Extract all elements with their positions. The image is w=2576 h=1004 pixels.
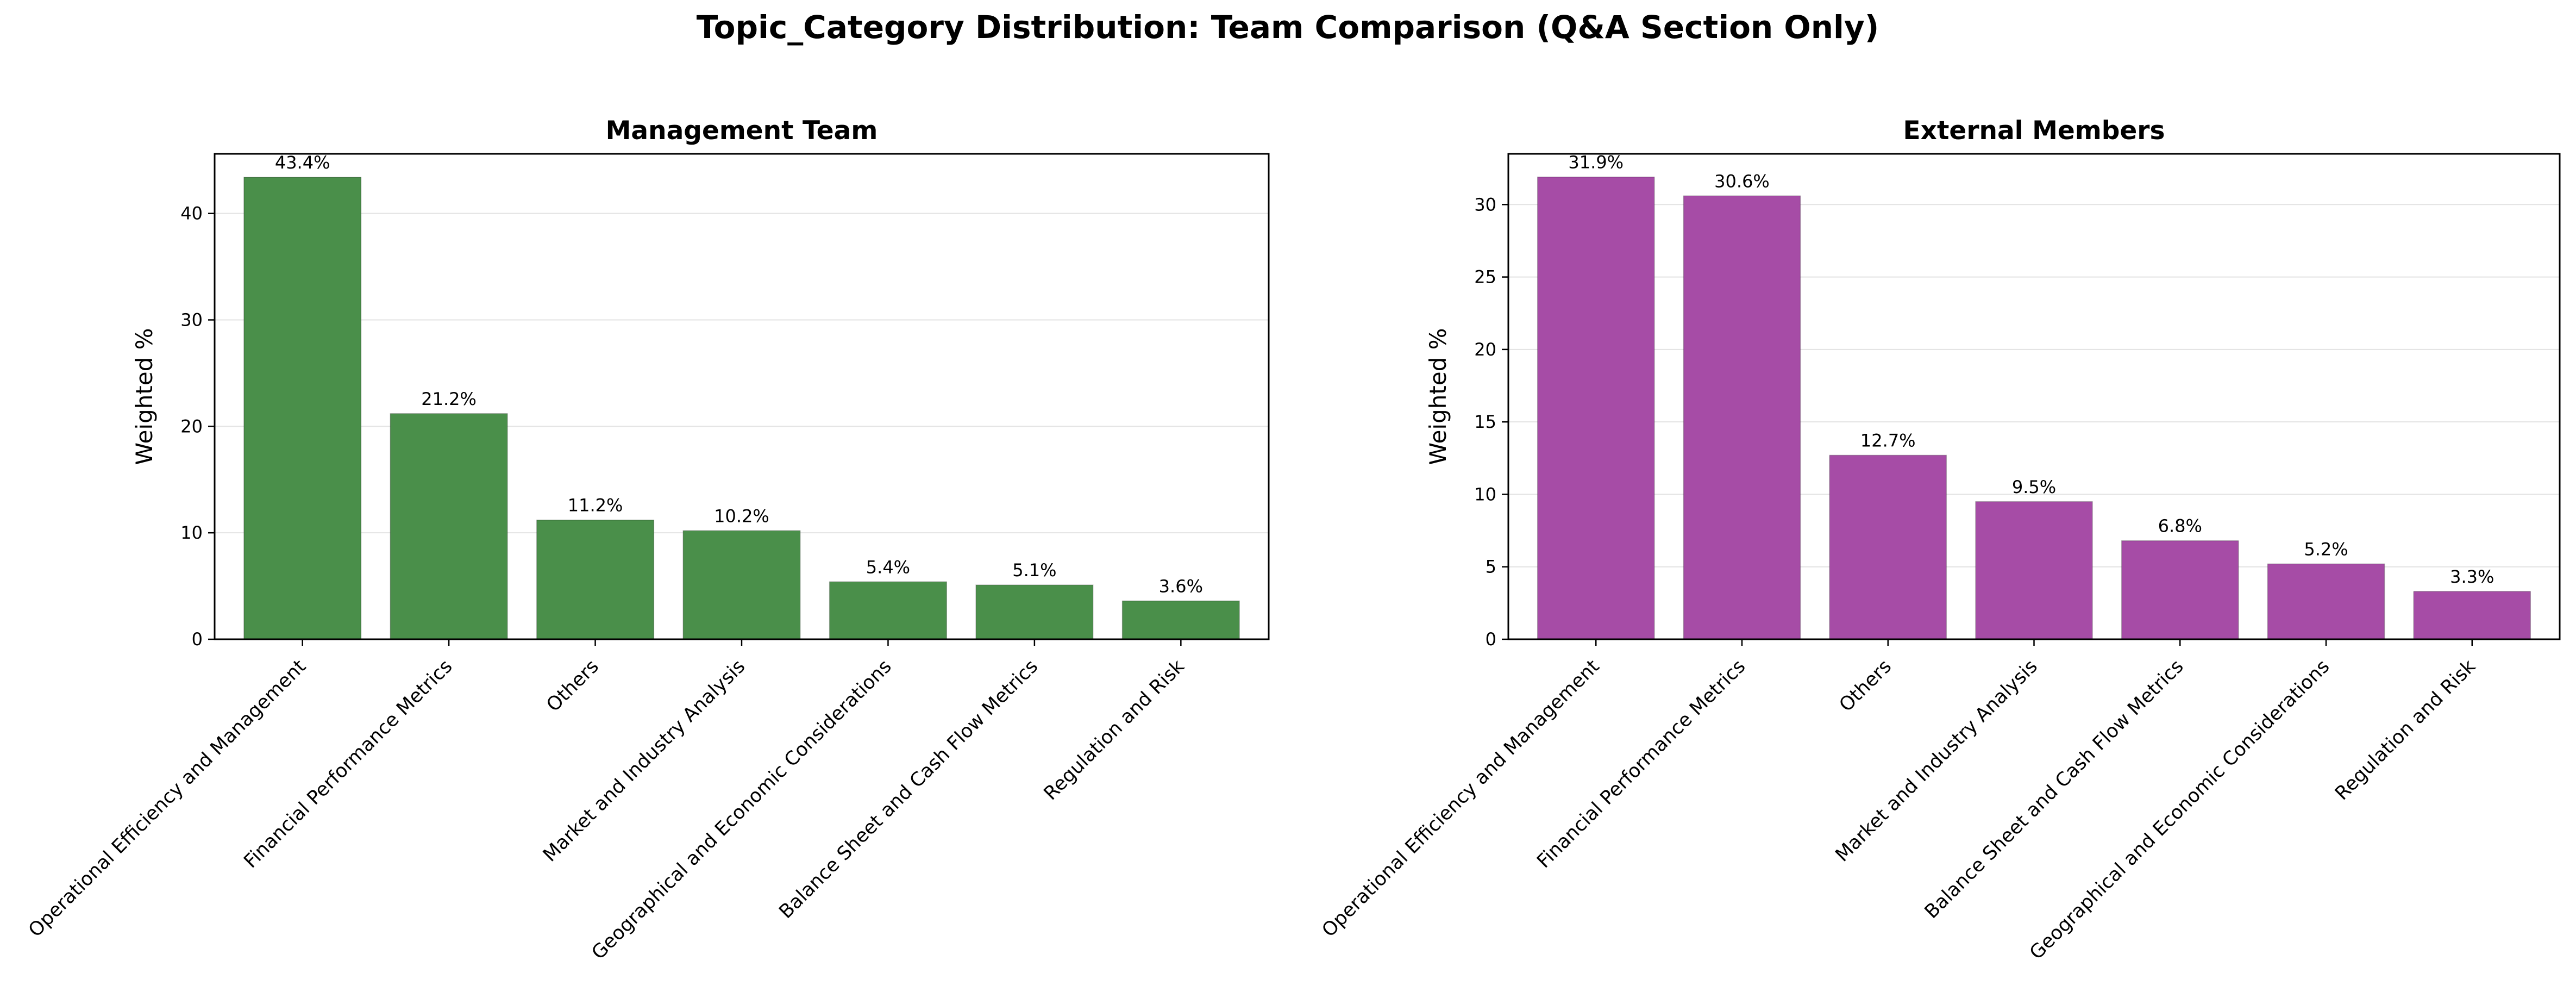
bar-external-1 (1537, 176, 1655, 640)
y-tick-label: 10 (1474, 484, 1496, 504)
bar-external-7 (2413, 591, 2531, 640)
y-tick-label: 0 (1486, 629, 1496, 650)
bar-value-label: 5.4% (866, 557, 910, 577)
subplot-title: Management Team (606, 116, 878, 146)
y-tick-label: 0 (192, 629, 203, 650)
y-axis-label: Weighted % (1425, 328, 1451, 465)
bar-external-4 (1975, 501, 2093, 640)
bar-management-2 (390, 413, 508, 640)
bar-value-label: 21.2% (421, 389, 477, 409)
bar-value-label: 31.9% (1568, 152, 1624, 173)
figure-title: Topic_Category Distribution: Team Compar… (697, 9, 1879, 46)
bar-value-label: 3.6% (1159, 576, 1203, 597)
y-tick-label: 5 (1486, 557, 1496, 577)
bar-external-6 (2267, 563, 2385, 640)
bar-external-2 (1683, 195, 1801, 640)
y-tick-label: 20 (1474, 339, 1496, 360)
bar-value-label: 5.1% (1012, 560, 1056, 581)
bar-external-3 (1829, 454, 1947, 640)
y-tick-label: 20 (180, 416, 203, 436)
y-tick-label: 15 (1474, 411, 1496, 432)
bar-value-label: 12.7% (1860, 430, 1916, 451)
y-tick-label: 30 (1474, 194, 1496, 215)
bar-external-5 (2121, 540, 2239, 640)
bar-value-label: 6.8% (2158, 516, 2202, 537)
bar-value-label: 43.4% (275, 152, 330, 173)
y-tick-label: 30 (180, 310, 203, 330)
bar-value-label: 30.6% (1714, 171, 1770, 191)
bar-management-1 (243, 177, 362, 640)
bar-management-3 (536, 519, 655, 640)
bar-value-label: 5.2% (2304, 539, 2348, 559)
y-tick-label: 25 (1474, 267, 1496, 288)
bar-management-7 (1121, 600, 1240, 640)
bar-value-label: 9.5% (2012, 477, 2056, 497)
bar-management-4 (682, 530, 801, 640)
y-tick-label: 40 (180, 203, 203, 224)
y-axis-label: Weighted % (131, 328, 158, 465)
subplot-title: External Members (1903, 116, 2165, 146)
y-tick-label: 10 (180, 522, 203, 543)
bar-value-label: 10.2% (714, 506, 769, 526)
bar-management-6 (975, 584, 1094, 640)
bar-value-label: 3.3% (2450, 566, 2494, 587)
bar-management-5 (829, 581, 947, 640)
bar-value-label: 11.2% (568, 495, 623, 516)
